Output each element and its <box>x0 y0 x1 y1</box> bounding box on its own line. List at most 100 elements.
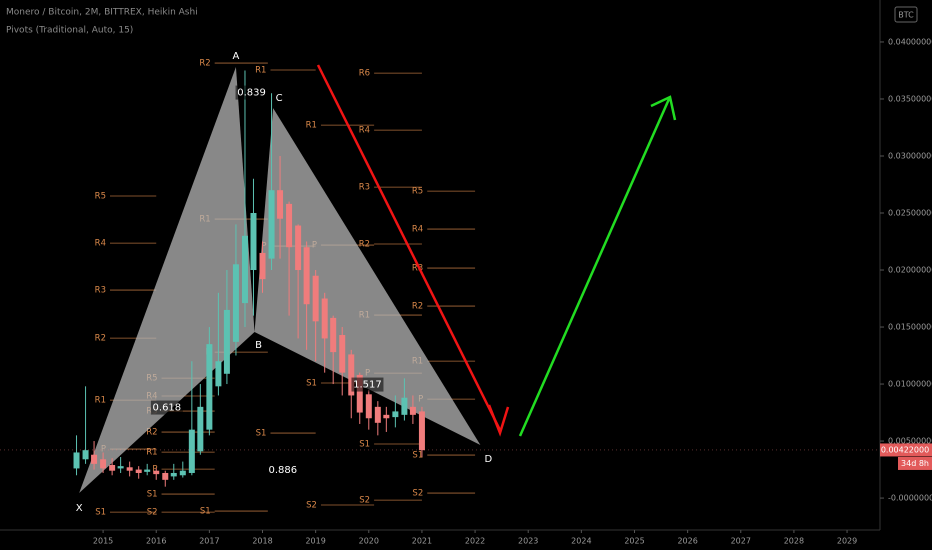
pivot-label: R5 <box>95 192 106 202</box>
candle-body <box>295 225 302 271</box>
y-tick-label: 0.02000000 <box>888 266 932 275</box>
candle-body <box>232 264 239 342</box>
candle-body <box>392 411 399 418</box>
pivot-label: R3 <box>95 286 106 296</box>
pivot-label: R2 <box>95 334 106 344</box>
pivot-label: R1 <box>95 396 106 406</box>
candle-body <box>206 344 213 430</box>
candle-body <box>135 469 142 473</box>
x-tick-label: 2023 <box>518 537 538 546</box>
pivot-label: S1 <box>359 440 370 450</box>
down-arrow <box>316 64 502 431</box>
countdown-label: 34d 8h <box>901 459 929 468</box>
chart-title: Monero / Bitcoin, 2M, BITTREX, Heikin As… <box>6 8 198 18</box>
ratio-label: 0.839 <box>237 88 266 99</box>
candle-body <box>303 247 310 305</box>
ratio-bg <box>235 85 268 100</box>
candle-body <box>162 472 169 480</box>
down-arrow-head <box>487 404 510 437</box>
y-tick-label: 0.04000000 <box>888 37 932 46</box>
pivot-label: R4 <box>95 239 106 249</box>
candle-body <box>170 472 177 477</box>
pivot-label: R5 <box>412 187 423 197</box>
pivot-label: R2 <box>412 302 423 312</box>
candle-body <box>126 467 133 471</box>
x-tick-label: 2028 <box>784 537 804 546</box>
candle-body <box>179 470 186 476</box>
candle-body <box>268 190 275 259</box>
candle-body <box>259 252 266 280</box>
ratio-label: 1.517 <box>353 380 382 391</box>
candle-body <box>383 414 390 419</box>
x-tick-label: 2027 <box>731 537 751 546</box>
y-tick-label: 0.02500000 <box>888 209 932 218</box>
candle-body <box>365 394 372 419</box>
x-tick-label: 2025 <box>624 537 644 546</box>
pivot-label: R2 <box>146 428 157 438</box>
candle-body <box>356 374 363 413</box>
candle-body <box>241 235 248 304</box>
y-tick-label: 0.01000000 <box>888 380 932 389</box>
pivot-label: S1 <box>147 490 158 500</box>
plot: R5R4R3R2R1PS1R5R4R3R2R1PS1S2R2R1PS1R1PS1… <box>73 51 493 518</box>
candle-body <box>401 397 408 415</box>
currency-button[interactable] <box>894 6 918 23</box>
pivot-label: S1 <box>200 507 211 517</box>
y-tick-label: -0.00000000 <box>888 494 932 503</box>
pivot-label: R1 <box>306 121 317 131</box>
x-tick-label: 2018 <box>252 537 272 546</box>
pivot-label: R4 <box>359 126 370 136</box>
pivot-label: R1 <box>255 66 266 76</box>
x-tick-label: 2020 <box>359 537 379 546</box>
pattern-point-label: A <box>233 51 240 62</box>
ratio-bg <box>150 400 183 415</box>
pivot-label: S1 <box>256 429 267 439</box>
x-tick-label: 2016 <box>146 537 166 546</box>
pivot-label: S2 <box>147 508 158 518</box>
candle-body <box>348 354 355 396</box>
pivot-label: S1 <box>95 508 106 518</box>
pivot-label: S1 <box>306 379 317 389</box>
up-arrow <box>518 98 671 437</box>
pivot-label: R4 <box>412 225 423 235</box>
countdown-box <box>898 456 932 470</box>
x-tick-label: 2024 <box>571 537 591 546</box>
candle-body <box>109 465 116 471</box>
candle-body <box>117 466 124 469</box>
candle-body <box>100 459 107 469</box>
x-tick-label: 2022 <box>465 537 485 546</box>
candle-body <box>73 452 80 469</box>
y-tick-label: 0.03500000 <box>888 94 932 103</box>
candle-body <box>374 406 381 423</box>
pattern-point-label: C <box>276 93 283 104</box>
pattern-point-label: D <box>485 454 493 465</box>
currency-button-label[interactable]: BTC <box>898 11 914 20</box>
pivot-label: S1 <box>412 451 423 461</box>
pattern-bcd <box>254 108 481 446</box>
candle-body <box>215 361 222 387</box>
candle-body <box>321 298 328 339</box>
pivot-label: R3 <box>359 183 370 193</box>
last-price-box <box>880 443 932 457</box>
ratio-bg <box>351 377 384 392</box>
candle-body <box>82 450 89 460</box>
indicator-label: Pivots (Traditional, Auto, 15) <box>6 26 133 36</box>
pivot-label: S2 <box>412 489 423 499</box>
y-tick-label: 0.00500000 <box>888 437 932 446</box>
pivot-label: R2 <box>199 59 210 69</box>
candle-body <box>250 213 257 271</box>
x-tick-label: 2019 <box>305 537 325 546</box>
pivot-label: P <box>152 465 157 475</box>
y-tick-label: 0.03000000 <box>888 151 932 160</box>
up-arrow-head <box>650 95 677 121</box>
candle-body <box>286 203 293 248</box>
candle-body <box>312 275 319 322</box>
x-tick-label: 2015 <box>93 537 113 546</box>
pivot-label: S2 <box>359 496 370 506</box>
candle-body <box>91 454 98 464</box>
candle-body <box>409 406 416 415</box>
x-tick-label: 2017 <box>199 537 219 546</box>
candle-body <box>153 470 160 475</box>
pivot-label: R1 <box>146 448 157 458</box>
